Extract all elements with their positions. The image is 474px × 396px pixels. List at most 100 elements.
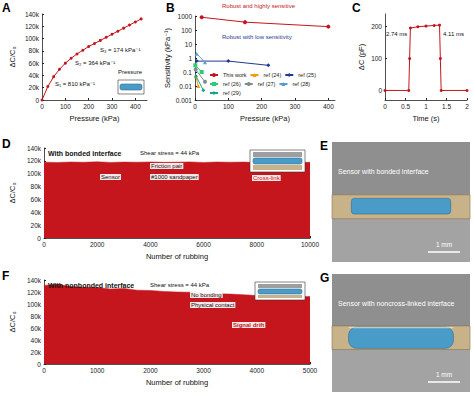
svg-text:100k: 100k — [27, 170, 42, 177]
svg-text:Robust and highly sensitive: Robust and highly sensitive — [222, 3, 296, 9]
svg-text:400: 400 — [323, 103, 334, 110]
svg-text:4000: 4000 — [250, 367, 265, 374]
svg-text:ΔC/C₀: ΔC/C₀ — [8, 311, 17, 332]
svg-text:S₂ = 364 kPa⁻¹: S₂ = 364 kPa⁻¹ — [75, 60, 115, 66]
svg-text:0.5: 0.5 — [401, 103, 410, 110]
svg-text:#1000 sandpaper: #1000 sandpaper — [151, 174, 198, 180]
svg-text:80k: 80k — [29, 47, 40, 54]
svg-text:40k: 40k — [29, 72, 40, 79]
svg-text:Sensor with noncross-linked in: Sensor with noncross-linked interface — [338, 300, 454, 307]
svg-text:0: 0 — [35, 97, 39, 104]
svg-text:0: 0 — [37, 361, 41, 368]
svg-text:20k: 20k — [31, 349, 42, 356]
svg-text:100k: 100k — [27, 301, 42, 308]
svg-text:F: F — [2, 269, 9, 283]
svg-text:80k: 80k — [31, 313, 42, 320]
svg-text:20k: 20k — [31, 222, 42, 229]
svg-text:4000: 4000 — [143, 241, 158, 248]
svg-text:140k: 140k — [27, 277, 42, 284]
svg-text:ref (24): ref (24) — [264, 72, 282, 78]
svg-text:300: 300 — [290, 103, 301, 110]
svg-text:300: 300 — [107, 103, 118, 110]
svg-text:1.5: 1.5 — [442, 103, 451, 110]
svg-text:3000: 3000 — [196, 367, 211, 374]
svg-text:0: 0 — [37, 235, 41, 242]
svg-text:G: G — [320, 271, 329, 285]
svg-text:Signal drift: Signal drift — [233, 322, 264, 328]
svg-text:6000: 6000 — [196, 241, 211, 248]
svg-text:With bonded interface: With bonded interface — [48, 150, 122, 157]
svg-text:A: A — [2, 1, 11, 15]
svg-text:4.11 ms: 4.11 ms — [443, 31, 464, 37]
svg-text:400: 400 — [130, 103, 141, 110]
svg-text:100k: 100k — [25, 35, 40, 42]
svg-text:10: 10 — [185, 41, 193, 48]
svg-text:1 mm: 1 mm — [436, 241, 452, 248]
svg-text:1: 1 — [424, 103, 428, 110]
svg-text:Number of rubbing: Number of rubbing — [146, 252, 208, 261]
svg-text:S₁ = 810 kPa⁻¹: S₁ = 810 kPa⁻¹ — [55, 81, 95, 87]
svg-text:Shear stress = 44 kPa: Shear stress = 44 kPa — [150, 282, 210, 288]
svg-text:Number of rubbing: Number of rubbing — [146, 378, 208, 387]
svg-text:No bonding: No bonding — [191, 292, 222, 298]
svg-text:100: 100 — [223, 103, 234, 110]
svg-text:0.1: 0.1 — [183, 69, 192, 76]
svg-text:140k: 140k — [25, 11, 40, 18]
svg-text:0: 0 — [383, 103, 387, 110]
svg-text:60k: 60k — [31, 325, 42, 332]
svg-text:Shear stress = 44 kPa: Shear stress = 44 kPa — [140, 150, 200, 156]
svg-text:ΔC/C₀: ΔC/C₀ — [8, 46, 17, 67]
svg-text:Pressure (kPa): Pressure (kPa) — [240, 114, 291, 123]
svg-text:Physical contact: Physical contact — [191, 302, 235, 308]
svg-text:ref (29): ref (29) — [223, 90, 241, 96]
svg-text:Sensor with bonded interface: Sensor with bonded interface — [338, 168, 429, 175]
svg-text:C: C — [352, 1, 361, 15]
svg-text:10000: 10000 — [301, 241, 319, 248]
svg-text:Sensor: Sensor — [101, 174, 120, 180]
svg-text:1 mm: 1 mm — [436, 371, 452, 378]
svg-text:1000: 1000 — [90, 367, 105, 374]
svg-text:ΔC/C₀: ΔC/C₀ — [8, 182, 17, 203]
svg-text:Friction pair: Friction pair — [151, 163, 182, 169]
svg-text:200: 200 — [256, 103, 267, 110]
svg-text:20k: 20k — [29, 84, 40, 91]
svg-text:Sensitivity (kPa⁻¹): Sensitivity (kPa⁻¹) — [163, 27, 172, 88]
svg-text:With nonbonded interface: With nonbonded interface — [48, 282, 134, 289]
svg-text:80k: 80k — [31, 183, 42, 190]
svg-text:B: B — [166, 1, 175, 15]
svg-text:Pressure (kPa): Pressure (kPa) — [69, 114, 120, 123]
svg-text:2000: 2000 — [143, 367, 158, 374]
svg-text:100: 100 — [60, 103, 71, 110]
svg-text:ref (28): ref (28) — [292, 81, 310, 87]
svg-text:0: 0 — [42, 367, 46, 374]
svg-text:60k: 60k — [31, 196, 42, 203]
svg-text:S₃ = 174 kPa⁻¹: S₃ = 174 kPa⁻¹ — [100, 47, 140, 53]
svg-text:This work: This work — [223, 72, 247, 78]
svg-text:0.001: 0.001 — [176, 97, 193, 104]
svg-text:Time (s): Time (s) — [412, 114, 440, 123]
svg-text:2: 2 — [465, 103, 469, 110]
svg-text:Robust with low sensitivity: Robust with low sensitivity — [222, 34, 292, 40]
svg-text:0: 0 — [40, 103, 44, 110]
svg-text:0.01: 0.01 — [179, 83, 192, 90]
svg-text:120k: 120k — [27, 289, 42, 296]
svg-text:ΔC (pF): ΔC (pF) — [357, 43, 366, 70]
svg-text:120k: 120k — [27, 157, 42, 164]
svg-text:ref (27): ref (27) — [258, 81, 276, 87]
svg-text:1: 1 — [188, 55, 192, 62]
svg-text:5000: 5000 — [303, 367, 318, 374]
svg-text:D: D — [2, 137, 11, 151]
svg-text:2.74 ms: 2.74 ms — [386, 31, 407, 37]
svg-text:8000: 8000 — [250, 241, 265, 248]
svg-text:100: 100 — [371, 55, 382, 62]
svg-text:0: 0 — [42, 241, 46, 248]
svg-text:120k: 120k — [25, 23, 40, 30]
svg-text:0: 0 — [378, 87, 382, 94]
svg-text:E: E — [320, 139, 328, 153]
svg-text:1000: 1000 — [178, 13, 193, 20]
svg-text:Cross-link: Cross-link — [253, 175, 281, 181]
svg-text:100: 100 — [181, 27, 192, 34]
svg-text:60k: 60k — [29, 60, 40, 67]
svg-text:200: 200 — [83, 103, 94, 110]
svg-text:Pressure: Pressure — [118, 69, 143, 75]
